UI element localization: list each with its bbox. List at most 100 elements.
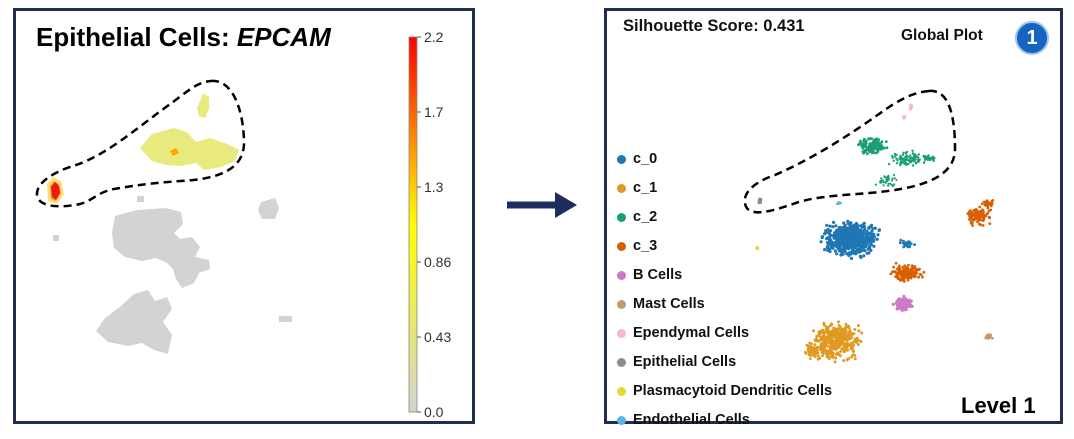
cell-point bbox=[822, 342, 826, 346]
cell-point bbox=[818, 331, 822, 335]
cell-point bbox=[909, 299, 913, 303]
cell-point bbox=[842, 359, 846, 363]
cell-point bbox=[865, 229, 869, 233]
cell-point bbox=[898, 241, 902, 245]
cell-point bbox=[892, 159, 895, 162]
cell-point bbox=[901, 153, 905, 156]
cell-point bbox=[906, 278, 910, 282]
cell-point bbox=[988, 216, 992, 220]
cell-point bbox=[849, 341, 853, 345]
legend-dot bbox=[617, 415, 626, 425]
cell-point bbox=[917, 275, 920, 279]
cell-point bbox=[809, 357, 812, 360]
cell-point bbox=[880, 140, 884, 144]
cell-point bbox=[917, 153, 921, 156]
grey-speck-right bbox=[279, 316, 292, 322]
legend-item-c-3: c_3 bbox=[617, 234, 657, 258]
cell-point bbox=[889, 272, 893, 276]
legend-dot bbox=[617, 241, 626, 251]
cell-point bbox=[855, 223, 859, 227]
cell-point bbox=[813, 343, 817, 347]
legend-label: Mast Cells bbox=[633, 296, 705, 312]
cell-point bbox=[896, 272, 900, 275]
cell-point bbox=[903, 297, 907, 301]
cell-point bbox=[856, 247, 861, 251]
cell-point bbox=[851, 249, 855, 253]
cell-point bbox=[908, 244, 912, 248]
cell-point bbox=[847, 326, 851, 330]
cell-point bbox=[755, 247, 758, 250]
cell-point bbox=[872, 150, 875, 154]
cell-point bbox=[901, 308, 905, 312]
cell-point bbox=[905, 157, 909, 161]
cell-point bbox=[966, 212, 970, 216]
cell-point bbox=[898, 278, 902, 282]
cell-point bbox=[817, 356, 821, 360]
legend-item-b-cells: B Cells bbox=[617, 263, 682, 287]
level-badge: 1 bbox=[1015, 21, 1049, 55]
cell-point bbox=[806, 344, 810, 348]
high-expression-regions bbox=[47, 93, 239, 204]
cell-point bbox=[891, 154, 894, 158]
cell-point bbox=[848, 329, 852, 333]
cell-point bbox=[864, 149, 868, 153]
cell-point bbox=[844, 329, 848, 333]
cell-point bbox=[897, 264, 901, 268]
cell-point bbox=[876, 150, 880, 154]
legend-dot bbox=[617, 270, 626, 280]
cell-point bbox=[846, 334, 850, 338]
cluster-c_3 bbox=[966, 205, 993, 227]
cell-point bbox=[853, 231, 857, 235]
legend-item-c-2: c_2 bbox=[617, 205, 657, 229]
colorbar-ticks: 2.2 1.7 1.3 0.86 0.43 0.0 bbox=[417, 29, 451, 420]
cell-point bbox=[905, 154, 908, 157]
legend-label: Epithelial Cells bbox=[633, 354, 737, 370]
cell-point bbox=[905, 273, 908, 277]
cell-point bbox=[865, 139, 868, 143]
cell-point bbox=[870, 223, 874, 227]
cell-point bbox=[905, 301, 910, 305]
cell-point bbox=[847, 247, 851, 251]
cell-point bbox=[863, 144, 867, 148]
cell-point bbox=[909, 157, 912, 160]
orange-spot bbox=[170, 148, 179, 156]
cell-point bbox=[978, 205, 982, 209]
cell-point bbox=[856, 227, 860, 232]
legend-label: c_0 bbox=[633, 151, 658, 167]
cluster-c_0 bbox=[898, 238, 916, 249]
cell-point bbox=[816, 354, 820, 357]
cell-point bbox=[822, 323, 826, 327]
cell-point bbox=[899, 238, 903, 242]
cell-point bbox=[870, 236, 874, 240]
cell-point bbox=[813, 355, 817, 359]
cell-point bbox=[809, 353, 813, 357]
cell-point bbox=[837, 320, 840, 324]
cluster-c_3 bbox=[889, 261, 926, 283]
cell-point bbox=[819, 345, 823, 349]
legend-item-c-1: c_1 bbox=[617, 176, 657, 200]
cell-point bbox=[891, 177, 894, 180]
cell-point bbox=[863, 236, 867, 240]
legend-item-endothelial-cells: Endothelial Cells bbox=[617, 408, 750, 432]
cell-point bbox=[816, 351, 820, 354]
cell-point bbox=[866, 152, 869, 156]
cell-point bbox=[886, 175, 889, 178]
cell-point bbox=[825, 237, 829, 241]
cell-point bbox=[876, 147, 880, 150]
cell-point bbox=[976, 212, 980, 216]
cell-point bbox=[901, 270, 905, 273]
cluster-b-cells bbox=[891, 294, 914, 312]
expression-heatmap: 2.2 1.7 1.3 0.86 0.43 0.0 bbox=[35, 29, 451, 420]
cell-point bbox=[833, 249, 837, 253]
cell-point bbox=[824, 349, 828, 353]
cell-point bbox=[874, 183, 877, 186]
cell-point bbox=[856, 343, 860, 346]
cell-point bbox=[842, 245, 846, 250]
cell-point bbox=[837, 232, 841, 236]
cluster-c_3 bbox=[980, 199, 995, 210]
cell-point bbox=[978, 222, 981, 226]
cell-point bbox=[874, 141, 878, 145]
cell-point bbox=[903, 158, 907, 162]
cell-point bbox=[887, 162, 891, 166]
cell-point bbox=[912, 158, 916, 161]
